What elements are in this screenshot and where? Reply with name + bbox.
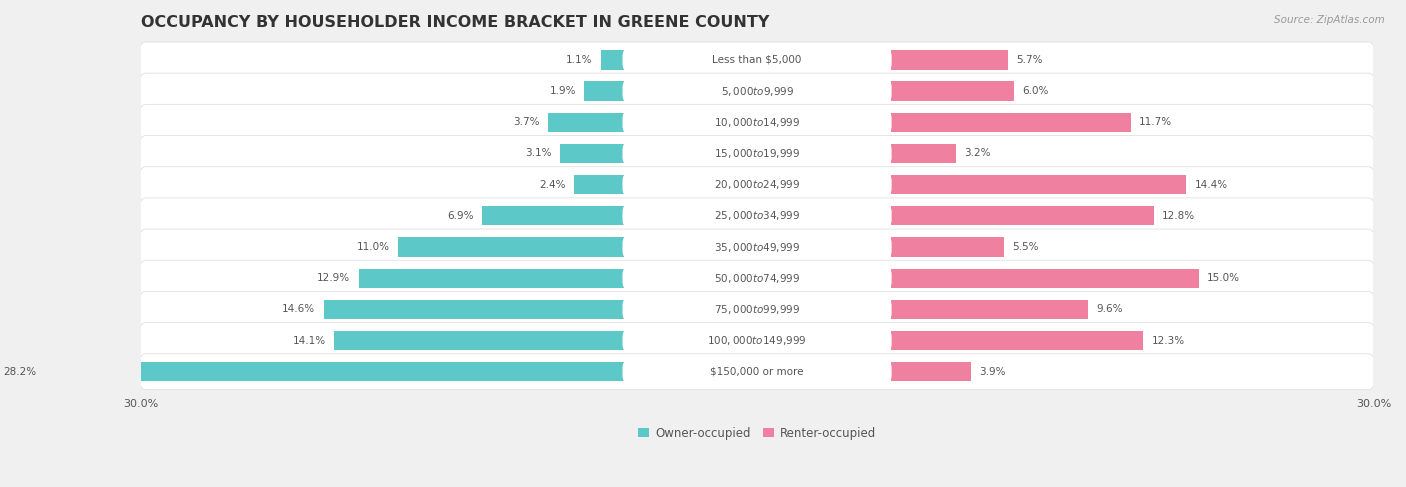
- Text: 6.0%: 6.0%: [1022, 86, 1049, 96]
- Bar: [890, 144, 956, 163]
- Text: 3.1%: 3.1%: [524, 149, 551, 158]
- Text: 12.9%: 12.9%: [318, 273, 350, 283]
- Bar: [890, 300, 1088, 319]
- Text: $15,000 to $19,999: $15,000 to $19,999: [714, 147, 800, 160]
- Bar: [890, 175, 1187, 194]
- FancyBboxPatch shape: [139, 135, 1375, 171]
- Text: $150,000 or more: $150,000 or more: [710, 367, 804, 377]
- Bar: [890, 206, 1153, 225]
- FancyBboxPatch shape: [623, 205, 891, 227]
- Text: 6.9%: 6.9%: [447, 211, 474, 221]
- Bar: [600, 50, 623, 70]
- FancyBboxPatch shape: [139, 42, 1375, 78]
- FancyBboxPatch shape: [139, 229, 1375, 265]
- Bar: [482, 206, 623, 225]
- FancyBboxPatch shape: [139, 73, 1375, 109]
- Text: $10,000 to $14,999: $10,000 to $14,999: [714, 116, 800, 129]
- Text: 14.4%: 14.4%: [1195, 180, 1227, 189]
- Text: Less than $5,000: Less than $5,000: [713, 55, 801, 65]
- Text: $100,000 to $149,999: $100,000 to $149,999: [707, 334, 807, 347]
- FancyBboxPatch shape: [623, 236, 891, 258]
- Bar: [890, 237, 1004, 257]
- Bar: [574, 175, 623, 194]
- Bar: [547, 112, 623, 132]
- FancyBboxPatch shape: [623, 298, 891, 320]
- Text: 14.6%: 14.6%: [283, 304, 315, 315]
- FancyBboxPatch shape: [623, 329, 891, 352]
- FancyBboxPatch shape: [623, 173, 891, 196]
- Bar: [359, 268, 623, 288]
- Bar: [333, 331, 623, 350]
- Bar: [890, 268, 1199, 288]
- Bar: [890, 81, 1014, 101]
- Text: 1.1%: 1.1%: [567, 55, 593, 65]
- Text: 9.6%: 9.6%: [1097, 304, 1122, 315]
- FancyBboxPatch shape: [139, 291, 1375, 327]
- Text: $25,000 to $34,999: $25,000 to $34,999: [714, 209, 800, 223]
- FancyBboxPatch shape: [623, 80, 891, 102]
- Text: 15.0%: 15.0%: [1206, 273, 1240, 283]
- FancyBboxPatch shape: [139, 104, 1375, 140]
- Text: 12.3%: 12.3%: [1152, 336, 1185, 346]
- Text: 3.9%: 3.9%: [979, 367, 1005, 377]
- Bar: [585, 81, 623, 101]
- Text: 1.9%: 1.9%: [550, 86, 576, 96]
- FancyBboxPatch shape: [623, 111, 891, 133]
- Bar: [44, 362, 623, 381]
- Text: 11.0%: 11.0%: [356, 242, 389, 252]
- Text: $5,000 to $9,999: $5,000 to $9,999: [720, 85, 793, 97]
- Text: 3.2%: 3.2%: [965, 149, 991, 158]
- Bar: [560, 144, 623, 163]
- FancyBboxPatch shape: [139, 167, 1375, 203]
- Bar: [323, 300, 623, 319]
- FancyBboxPatch shape: [139, 322, 1375, 358]
- Bar: [890, 50, 1008, 70]
- FancyBboxPatch shape: [139, 354, 1375, 390]
- Legend: Owner-occupied, Renter-occupied: Owner-occupied, Renter-occupied: [633, 422, 882, 445]
- FancyBboxPatch shape: [623, 142, 891, 165]
- Text: OCCUPANCY BY HOUSEHOLDER INCOME BRACKET IN GREENE COUNTY: OCCUPANCY BY HOUSEHOLDER INCOME BRACKET …: [141, 15, 769, 30]
- FancyBboxPatch shape: [623, 49, 891, 71]
- Bar: [398, 237, 623, 257]
- Text: 5.5%: 5.5%: [1012, 242, 1038, 252]
- Text: 11.7%: 11.7%: [1139, 117, 1173, 127]
- Text: 5.7%: 5.7%: [1017, 55, 1042, 65]
- Text: $50,000 to $74,999: $50,000 to $74,999: [714, 272, 800, 285]
- FancyBboxPatch shape: [139, 198, 1375, 234]
- Text: 3.7%: 3.7%: [513, 117, 540, 127]
- Text: 2.4%: 2.4%: [540, 180, 567, 189]
- FancyBboxPatch shape: [139, 260, 1375, 296]
- Text: 28.2%: 28.2%: [3, 367, 37, 377]
- Text: $20,000 to $24,999: $20,000 to $24,999: [714, 178, 800, 191]
- Text: $35,000 to $49,999: $35,000 to $49,999: [714, 241, 800, 254]
- FancyBboxPatch shape: [623, 267, 891, 289]
- FancyBboxPatch shape: [623, 360, 891, 383]
- Bar: [890, 331, 1143, 350]
- Text: 12.8%: 12.8%: [1161, 211, 1195, 221]
- Text: Source: ZipAtlas.com: Source: ZipAtlas.com: [1274, 15, 1385, 25]
- Bar: [890, 362, 970, 381]
- Text: $75,000 to $99,999: $75,000 to $99,999: [714, 303, 800, 316]
- Text: 14.1%: 14.1%: [292, 336, 326, 346]
- Bar: [890, 112, 1130, 132]
